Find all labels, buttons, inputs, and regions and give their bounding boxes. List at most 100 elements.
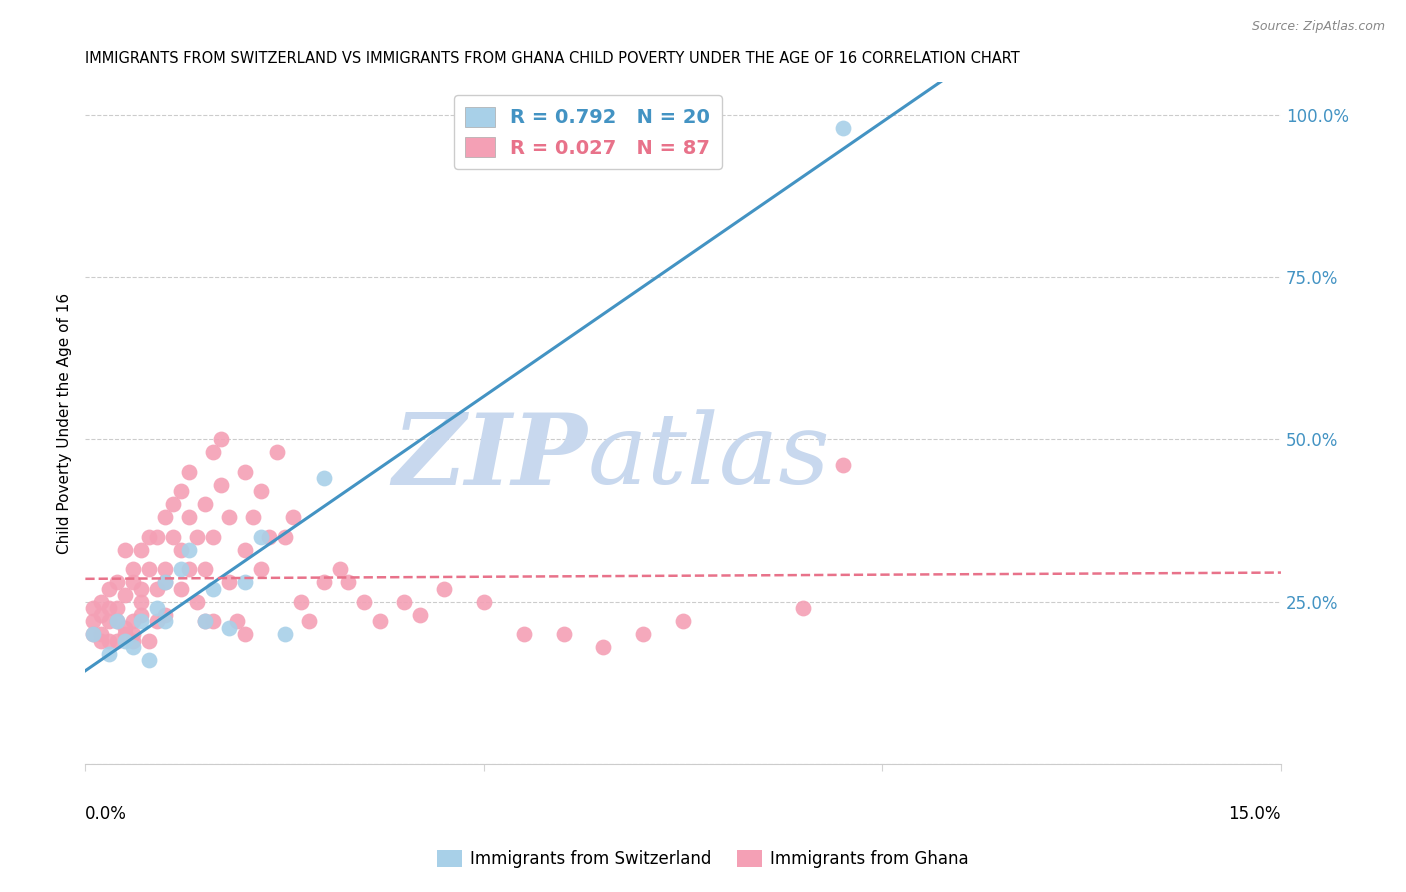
Point [138,633,160,648]
Point [122,633,145,648]
Point [177,465,200,479]
Point [153,615,176,629]
Point [792,601,814,615]
Point [114,627,136,641]
Point [368,615,391,629]
Point [209,478,232,492]
Point [233,542,256,557]
Point [170,582,193,596]
Point [90,627,112,641]
Point [153,510,176,524]
Point [90,633,112,648]
Point [114,633,136,648]
Point [633,627,655,641]
Point [194,615,217,629]
Point [218,575,240,590]
Point [122,627,145,641]
Point [122,575,145,590]
Y-axis label: Child Poverty Under the Age of 16: Child Poverty Under the Age of 16 [58,293,72,554]
Point [146,601,169,615]
Point [129,615,152,629]
Legend: Immigrants from Switzerland, Immigrants from Ghana: Immigrants from Switzerland, Immigrants … [430,843,976,875]
Point [90,595,112,609]
Point [114,621,136,635]
Point [273,627,295,641]
Point [233,627,256,641]
Point [122,615,145,629]
Point [153,562,176,576]
Point [281,510,304,524]
Point [138,530,160,544]
Point [209,433,232,447]
Point [153,575,176,590]
Point [146,615,169,629]
Point [105,615,128,629]
Point [170,484,193,499]
Point [201,530,224,544]
Point [98,633,121,648]
Point [138,653,160,667]
Point [513,627,536,641]
Point [249,484,271,499]
Point [82,615,104,629]
Point [153,607,176,622]
Point [90,607,112,622]
Point [242,510,264,524]
Point [186,530,208,544]
Point [225,615,247,629]
Text: ZIP: ZIP [392,409,588,506]
Point [249,562,271,576]
Point [98,582,121,596]
Point [218,510,240,524]
Point [201,615,224,629]
Point [201,582,224,596]
Point [353,595,375,609]
Point [297,615,319,629]
Point [129,595,152,609]
Point [314,471,336,485]
Point [82,601,104,615]
Point [177,562,200,576]
Point [129,542,152,557]
Legend: R = 0.792   N = 20, R = 0.027   N = 87: R = 0.792 N = 20, R = 0.027 N = 87 [454,95,721,169]
Point [105,615,128,629]
Text: 15.0%: 15.0% [1229,805,1281,823]
Point [290,595,312,609]
Point [177,510,200,524]
Point [266,445,288,459]
Point [472,595,495,609]
Point [98,615,121,629]
Point [105,633,128,648]
Point [257,530,280,544]
Point [114,588,136,602]
Point [170,542,193,557]
Point [672,615,695,629]
Point [105,575,128,590]
Point [162,530,184,544]
Point [146,582,169,596]
Point [153,575,176,590]
Point [122,640,145,655]
Point [122,562,145,576]
Point [170,562,193,576]
Point [82,627,104,641]
Point [114,542,136,557]
Point [233,465,256,479]
Point [249,530,271,544]
Point [592,640,614,655]
Point [329,562,352,576]
Text: IMMIGRANTS FROM SWITZERLAND VS IMMIGRANTS FROM GHANA CHILD POVERTY UNDER THE AGE: IMMIGRANTS FROM SWITZERLAND VS IMMIGRANT… [86,51,1021,66]
Point [194,562,217,576]
Point [177,542,200,557]
Point [273,530,295,544]
Point [98,647,121,661]
Point [146,530,169,544]
Point [314,575,336,590]
Text: 0.0%: 0.0% [86,805,128,823]
Point [831,120,853,135]
Text: atlas: atlas [588,409,831,505]
Point [82,627,104,641]
Text: Source: ZipAtlas.com: Source: ZipAtlas.com [1251,20,1385,33]
Point [194,615,217,629]
Point [194,497,217,511]
